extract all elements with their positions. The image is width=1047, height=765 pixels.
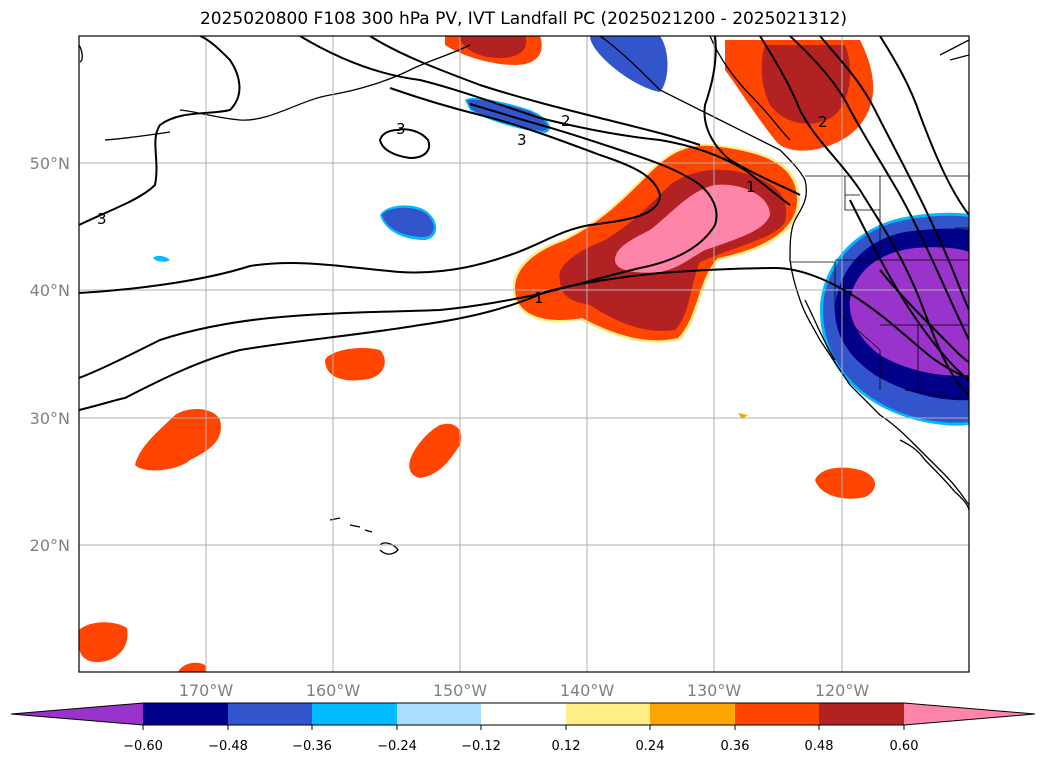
longitude-labels: 170°W 160°W 150°W 140°W 130°W 120°W: [179, 681, 870, 700]
colorbar-tick-7: 0.36: [721, 739, 750, 754]
colorbar-tick-9: 0.60: [890, 739, 919, 754]
colorbar-segment-4: [397, 703, 481, 725]
colorbar-segment-lowest: [11, 703, 143, 725]
colorbar-segment-7: [650, 703, 735, 725]
map-frame: [78, 35, 970, 673]
contour-label-2-coast: 2: [818, 113, 828, 131]
colorbar-segment-6: [566, 703, 650, 725]
lat-label-50n: 50°N: [30, 154, 70, 173]
lon-label-120w: 120°W: [815, 681, 870, 700]
lon-label-150w: 150°W: [433, 681, 488, 700]
map-content: 3 3 2 3 1 1 2: [79, 36, 969, 672]
political-borders: [790, 175, 969, 401]
contour-label-1-coast: 1: [746, 178, 756, 196]
contour-label-1-central: 1: [534, 289, 544, 307]
lon-label-130w: 130°W: [687, 681, 742, 700]
map-title: 2025020800 F108 300 hPa PV, IVT Landfall…: [199, 9, 847, 29]
positive-anomaly-central-pacific: [512, 143, 800, 343]
coastlines: [79, 36, 969, 555]
contour-label-3-east: 3: [517, 131, 527, 149]
gridlines: [79, 36, 969, 672]
colorbar-segment-5: [481, 703, 566, 725]
positive-anomaly-gulf-alaska: [445, 36, 542, 65]
colorbar-tick-4: −0.12: [461, 739, 501, 754]
lat-label-20n: 20°N: [30, 536, 70, 555]
ivt-contours: [79, 36, 969, 411]
colorbar-segment-9: [819, 703, 904, 725]
colorbar-tick-marks: [142, 725, 905, 730]
lat-label-30n: 30°N: [30, 409, 70, 428]
contour-label-3-north: 3: [396, 120, 406, 138]
lon-label-140w: 140°W: [560, 681, 615, 700]
lon-label-170w: 170°W: [179, 681, 234, 700]
colorbar-tick-6: 0.24: [636, 739, 665, 754]
positive-anomaly-small-blobs: [79, 348, 876, 672]
contour-label-3-west: 3: [97, 210, 107, 228]
colorbar-tick-8: 0.48: [805, 739, 834, 754]
lat-label-40n: 40°N: [30, 281, 70, 300]
colorbar-tick-5: 0.12: [552, 739, 581, 754]
contour-labels: 3 3 2 3 1 1 2: [97, 112, 828, 307]
colorbar: −0.60 −0.48 −0.36 −0.24 −0.12 0.12 0.24 …: [10, 702, 1036, 754]
colorbar-segment-8: [735, 703, 819, 725]
positive-anomaly-north-coast: [725, 40, 874, 151]
colorbar-segment-1: [143, 703, 228, 725]
colorbar-tick-3: −0.24: [377, 739, 417, 754]
colorbar-segment-3: [312, 703, 397, 725]
colorbar-segment-highest: [904, 703, 1035, 725]
colorbar-segment-2: [228, 703, 312, 725]
negative-anomaly-southwest-us: [820, 212, 969, 426]
lon-label-160w: 160°W: [306, 681, 361, 700]
latitude-labels: 50°N 40°N 30°N 20°N: [30, 154, 70, 555]
colorbar-tick-2: −0.36: [292, 739, 332, 754]
colorbar-tick-0: −0.60: [123, 739, 163, 754]
colorbar-tick-1: −0.48: [208, 739, 248, 754]
contour-label-2-north: 2: [561, 112, 571, 130]
